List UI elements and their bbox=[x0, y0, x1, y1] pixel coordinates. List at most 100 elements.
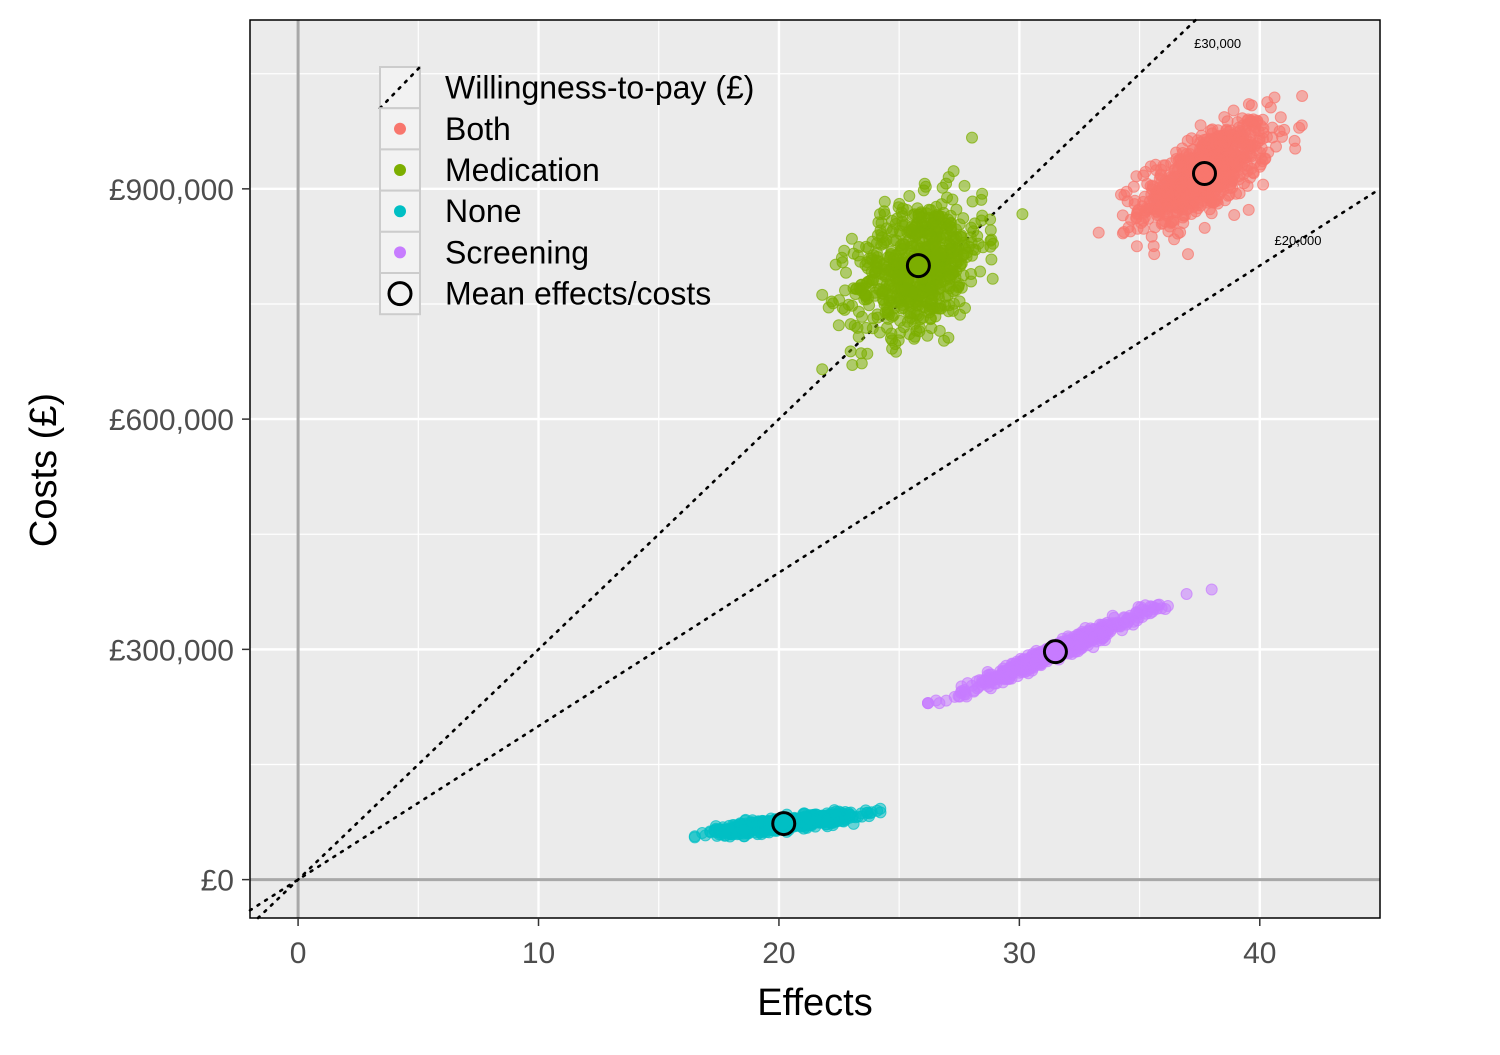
data-point bbox=[799, 810, 812, 823]
data-point bbox=[1245, 99, 1258, 112]
data-point bbox=[1293, 121, 1306, 134]
x-axis-title: Effects bbox=[757, 982, 872, 1024]
data-point bbox=[1116, 227, 1129, 240]
data-point bbox=[1194, 119, 1207, 132]
y-tick-label: £900,000 bbox=[109, 174, 234, 207]
data-point bbox=[871, 804, 884, 817]
wtp-lines: £30,000 £20,000 bbox=[248, 18, 1382, 920]
legend-label: Mean effects/costs bbox=[445, 276, 711, 312]
data-point bbox=[1227, 169, 1239, 182]
data-point bbox=[1175, 180, 1188, 193]
legend-key bbox=[379, 272, 421, 316]
data-point bbox=[918, 177, 931, 190]
mean-marker-screening bbox=[1042, 639, 1068, 665]
data-point bbox=[1257, 122, 1270, 135]
data-point bbox=[1227, 104, 1240, 117]
data-point bbox=[825, 295, 838, 308]
legend-point bbox=[394, 164, 406, 176]
data-point bbox=[934, 276, 947, 289]
data-point bbox=[1193, 196, 1205, 209]
data-point bbox=[886, 342, 899, 355]
legend-label: Willingness-to-pay (£) bbox=[445, 70, 754, 106]
data-point bbox=[878, 205, 891, 218]
data-point bbox=[1211, 182, 1224, 194]
data-point bbox=[905, 240, 918, 253]
data-point bbox=[854, 255, 867, 268]
data-point bbox=[737, 824, 750, 837]
data-point bbox=[946, 193, 959, 206]
data-point bbox=[1199, 170, 1212, 182]
data-point bbox=[848, 319, 861, 332]
data-point bbox=[1147, 180, 1160, 193]
data-point bbox=[930, 694, 942, 707]
point-clouds bbox=[688, 90, 1309, 844]
data-point bbox=[1180, 190, 1193, 203]
data-point bbox=[816, 288, 829, 301]
x-axis: 0 10 20 30 40 bbox=[290, 918, 1276, 970]
data-point bbox=[965, 679, 978, 692]
mean-markers bbox=[771, 161, 1217, 837]
mean-marker-none bbox=[771, 811, 797, 837]
data-point bbox=[1228, 209, 1241, 221]
data-point bbox=[1161, 199, 1174, 212]
legend-mean-marker bbox=[387, 281, 413, 307]
data-point bbox=[894, 239, 907, 252]
data-point bbox=[1242, 203, 1255, 216]
x-tick-label: 40 bbox=[1243, 937, 1276, 970]
wtp-line-label: £30,000 bbox=[1194, 36, 1241, 51]
data-point bbox=[985, 233, 998, 246]
data-point bbox=[1137, 169, 1150, 182]
data-point bbox=[1145, 230, 1158, 243]
legend: Willingness-to-pay (£) Both Medication None… bbox=[378, 65, 754, 316]
data-point bbox=[1168, 233, 1181, 246]
data-point bbox=[977, 241, 989, 254]
data-point bbox=[872, 216, 885, 229]
data-point bbox=[820, 815, 832, 828]
data-point bbox=[923, 303, 936, 316]
legend-point bbox=[394, 205, 406, 218]
data-point bbox=[1254, 158, 1267, 171]
series-both bbox=[1092, 90, 1309, 261]
data-point bbox=[963, 240, 975, 253]
data-point bbox=[1162, 188, 1175, 201]
data-point bbox=[1106, 617, 1119, 630]
wtp-line bbox=[248, 187, 1382, 912]
data-point bbox=[1242, 113, 1255, 126]
data-point bbox=[958, 179, 971, 192]
data-point bbox=[1264, 101, 1277, 114]
data-point bbox=[965, 275, 978, 288]
legend-label: Both bbox=[445, 111, 511, 147]
data-point bbox=[976, 209, 989, 222]
data-point bbox=[1118, 612, 1131, 625]
data-point bbox=[950, 203, 963, 216]
data-point bbox=[836, 256, 849, 269]
data-point bbox=[924, 283, 937, 296]
data-point bbox=[867, 274, 880, 287]
data-point bbox=[1137, 195, 1150, 208]
data-point bbox=[855, 357, 868, 370]
data-point bbox=[1268, 91, 1281, 104]
data-point bbox=[1016, 208, 1029, 221]
data-point bbox=[852, 305, 865, 318]
data-point bbox=[719, 829, 732, 842]
data-point bbox=[1205, 207, 1218, 220]
series-medication bbox=[816, 131, 1029, 376]
data-point bbox=[1296, 90, 1309, 102]
data-point bbox=[859, 804, 872, 817]
y-tick-label: £300,000 bbox=[109, 634, 234, 667]
data-point bbox=[957, 212, 970, 225]
data-point bbox=[1144, 600, 1157, 613]
data-point bbox=[1159, 159, 1172, 172]
data-point bbox=[903, 190, 916, 202]
y-tick-label: £600,000 bbox=[109, 404, 234, 437]
data-point bbox=[986, 272, 999, 285]
data-point bbox=[1180, 588, 1193, 600]
data-point bbox=[959, 302, 971, 314]
x-tick-label: 30 bbox=[1003, 937, 1036, 970]
data-point bbox=[1130, 240, 1143, 253]
data-point bbox=[914, 313, 926, 326]
x-tick-label: 20 bbox=[762, 937, 795, 970]
data-point bbox=[850, 282, 863, 295]
data-point bbox=[1092, 226, 1105, 239]
